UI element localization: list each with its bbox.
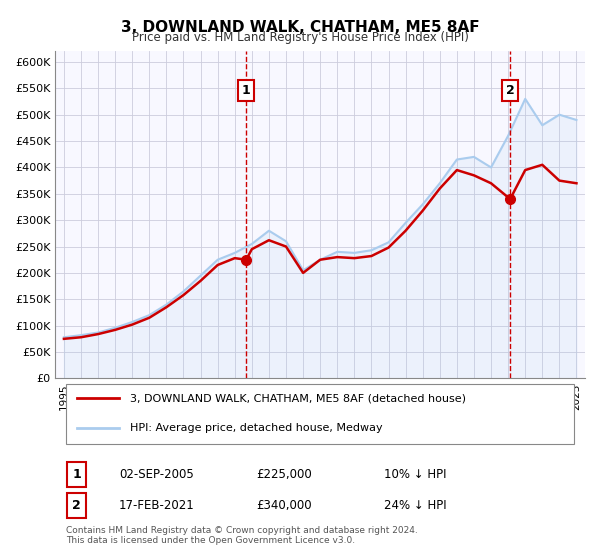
Text: £225,000: £225,000 bbox=[257, 468, 313, 481]
FancyBboxPatch shape bbox=[67, 493, 86, 517]
Text: This data is licensed under the Open Government Licence v3.0.: This data is licensed under the Open Gov… bbox=[66, 536, 355, 545]
Text: 2: 2 bbox=[506, 84, 515, 97]
Text: 24% ↓ HPI: 24% ↓ HPI bbox=[384, 498, 446, 511]
Text: 3, DOWNLAND WALK, CHATHAM, ME5 8AF (detached house): 3, DOWNLAND WALK, CHATHAM, ME5 8AF (deta… bbox=[130, 393, 466, 403]
Text: HPI: Average price, detached house, Medway: HPI: Average price, detached house, Medw… bbox=[130, 423, 382, 433]
Text: 02-SEP-2005: 02-SEP-2005 bbox=[119, 468, 194, 481]
Text: 1: 1 bbox=[72, 468, 81, 481]
Text: £340,000: £340,000 bbox=[257, 498, 312, 511]
Text: Contains HM Land Registry data © Crown copyright and database right 2024.: Contains HM Land Registry data © Crown c… bbox=[66, 525, 418, 534]
Text: 10% ↓ HPI: 10% ↓ HPI bbox=[384, 468, 446, 481]
FancyBboxPatch shape bbox=[67, 462, 86, 487]
Text: 1: 1 bbox=[242, 84, 251, 97]
Text: 17-FEB-2021: 17-FEB-2021 bbox=[119, 498, 194, 511]
Text: 2: 2 bbox=[72, 498, 81, 511]
Text: Price paid vs. HM Land Registry's House Price Index (HPI): Price paid vs. HM Land Registry's House … bbox=[131, 31, 469, 44]
FancyBboxPatch shape bbox=[66, 384, 574, 444]
Text: 3, DOWNLAND WALK, CHATHAM, ME5 8AF: 3, DOWNLAND WALK, CHATHAM, ME5 8AF bbox=[121, 20, 479, 35]
